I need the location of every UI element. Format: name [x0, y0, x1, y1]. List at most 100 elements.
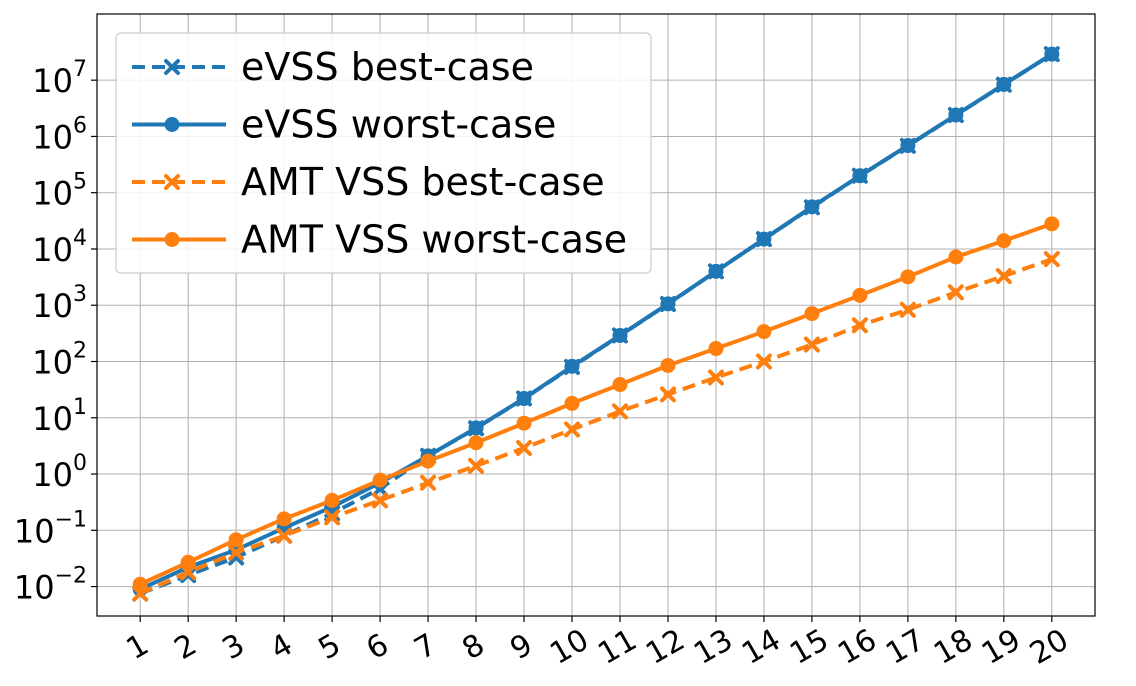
x-tick-label: 16 [832, 622, 883, 671]
legend-label: AMT VSS worst-case [241, 218, 627, 262]
data-point [564, 395, 580, 411]
data-point [660, 357, 676, 373]
x-tick-label: 7 [409, 627, 443, 667]
data-point [324, 509, 341, 526]
x-tick-label: 9 [505, 627, 539, 667]
data-point [516, 390, 533, 407]
data-point [564, 421, 581, 438]
data-point [707, 369, 724, 386]
data-point [276, 527, 293, 544]
data-point [1044, 216, 1060, 232]
y-tick-label: 10−2 [14, 564, 87, 607]
y-tick-label: 106 [32, 113, 87, 156]
legend-marker [164, 232, 180, 247]
data-point [1043, 46, 1060, 63]
x-tick-label: 6 [361, 627, 395, 667]
data-point [611, 403, 628, 420]
data-point [468, 457, 485, 474]
series-amt-vss-best-case [132, 251, 1060, 602]
data-point [756, 324, 772, 340]
data-point [995, 268, 1012, 285]
data-point [420, 474, 437, 491]
x-tick-label: 13 [688, 622, 739, 671]
y-tick-label: 103 [32, 282, 87, 325]
data-point [996, 233, 1012, 249]
data-point [516, 415, 532, 431]
data-point [900, 269, 916, 285]
x-tick-label: 10 [544, 622, 595, 671]
data-point [948, 249, 964, 265]
series-amt-vss-worst-case [132, 216, 1060, 592]
data-point [755, 353, 772, 370]
data-point [755, 231, 772, 248]
legend: eVSS best-case eVSS worst-case AMT VSS bes… [115, 32, 652, 274]
data-point [899, 137, 916, 154]
legend-entry: AMT VSS best-case [132, 160, 605, 204]
data-point [132, 585, 149, 602]
legend-label: eVSS worst-case [241, 103, 556, 147]
x-tick-label: 20 [1024, 622, 1075, 671]
x-tick-label: 19 [976, 622, 1027, 671]
data-point [995, 76, 1012, 93]
data-point [180, 564, 197, 581]
data-point [659, 386, 676, 403]
x-tick-label: 1 [121, 627, 155, 667]
plot-area-frame [96, 13, 1096, 617]
data-point [852, 287, 868, 303]
data-point [899, 301, 916, 318]
data-point [420, 453, 436, 469]
legend-box [115, 32, 652, 274]
x-tick-label: 15 [784, 622, 835, 671]
legend-entry: AMT VSS worst-case [132, 218, 627, 262]
y-tick-label: 104 [32, 226, 87, 269]
data-point [851, 167, 868, 184]
legend-marker [164, 117, 180, 132]
data-point [516, 440, 533, 457]
data-point [180, 567, 197, 584]
data-point [659, 296, 676, 313]
data-point [611, 327, 628, 344]
data-point [228, 544, 245, 561]
legend-entry: eVSS worst-case [132, 103, 556, 147]
data-point [803, 199, 820, 216]
legend-marker [164, 174, 180, 190]
data-point [612, 377, 628, 393]
x-tick-label: 18 [928, 622, 979, 671]
x-tick-label: 12 [640, 622, 691, 671]
data-point [804, 306, 820, 322]
x-tick-label: 5 [313, 627, 347, 667]
data-point [851, 317, 868, 334]
y-tick-label: 100 [32, 451, 87, 494]
legend-label: eVSS best-case [241, 45, 534, 89]
y-axis: 10−2 10−1 100 101 102 103 104 105 106 107 [14, 57, 97, 607]
y-tick-label: 10−1 [14, 507, 87, 550]
y-tick-label: 102 [32, 339, 87, 382]
data-point [803, 336, 820, 353]
y-tick-label: 101 [32, 395, 87, 438]
y-tick-label: 107 [32, 57, 87, 100]
data-point [468, 420, 485, 437]
x-tick-label: 8 [457, 627, 491, 667]
y-tick-label: 105 [32, 170, 87, 213]
data-point [947, 284, 964, 301]
data-point [564, 358, 581, 375]
data-point [707, 263, 724, 280]
data-point [708, 341, 724, 357]
data-point [372, 492, 389, 509]
data-point [468, 435, 484, 451]
legend-marker [164, 59, 180, 75]
legend-entry: eVSS best-case [132, 45, 534, 89]
data-point [228, 532, 244, 548]
x-tick-label: 4 [265, 627, 299, 667]
data-point [276, 511, 292, 527]
x-tick-label: 14 [736, 622, 787, 671]
data-point [1043, 251, 1060, 268]
x-tick-label: 2 [169, 627, 203, 667]
series-layer [132, 46, 1060, 602]
series-line [139, 257, 1053, 596]
series-line [139, 221, 1053, 587]
legend-label: AMT VSS best-case [241, 160, 605, 204]
data-point [947, 107, 964, 124]
